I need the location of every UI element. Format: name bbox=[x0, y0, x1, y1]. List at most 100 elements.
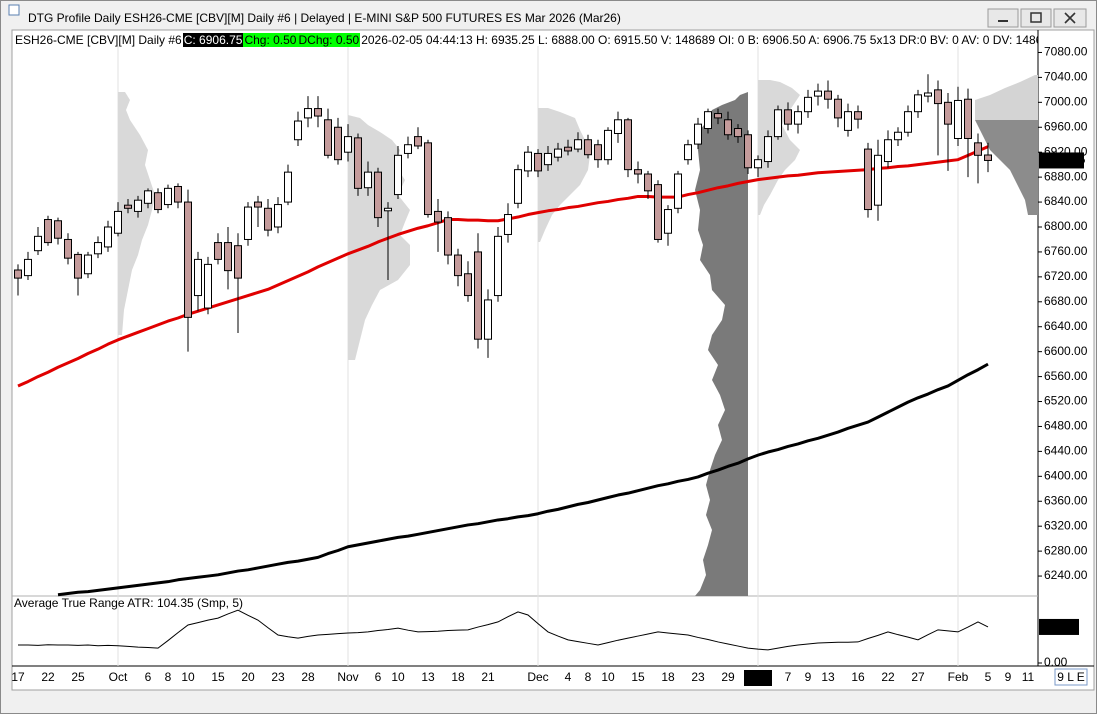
candle-body bbox=[414, 136, 422, 147]
candle-body bbox=[364, 171, 372, 189]
candle-body bbox=[384, 207, 392, 212]
candle-body bbox=[944, 101, 952, 125]
y-tick-label: 6600.00 bbox=[1044, 344, 1088, 358]
candle-body bbox=[164, 187, 172, 206]
candle-body bbox=[924, 92, 932, 97]
candle-body bbox=[844, 111, 852, 131]
candle-body bbox=[794, 111, 802, 125]
dchg-field: DChg: 0.50 bbox=[297, 33, 361, 47]
atr-title: Average True Range ATR: 104.35 (Smp, 5) bbox=[14, 596, 243, 610]
y-tick-label: 6360.00 bbox=[1044, 493, 1088, 507]
x-tick-label: 10 bbox=[601, 670, 615, 684]
y-tick-label: 6400.00 bbox=[1044, 468, 1088, 482]
candle-body bbox=[984, 154, 992, 161]
x-tick-label: 18 bbox=[451, 670, 465, 684]
x-tick-label: 29 bbox=[721, 670, 735, 684]
candle-body bbox=[234, 245, 242, 279]
y-tick-label: 6640.00 bbox=[1044, 319, 1088, 333]
x-tick-label: 6 bbox=[375, 670, 382, 684]
candle-body bbox=[574, 139, 582, 150]
last-price-box bbox=[1039, 152, 1084, 169]
candle-body bbox=[874, 154, 882, 206]
candle-body bbox=[534, 152, 542, 172]
close-icon bbox=[1064, 12, 1076, 24]
candle-body bbox=[294, 120, 302, 141]
candle-body bbox=[434, 210, 442, 223]
candle-body bbox=[634, 169, 642, 175]
x-tick-label: Dec bbox=[527, 670, 548, 684]
candle-body bbox=[594, 144, 602, 161]
candle-body bbox=[64, 238, 72, 259]
candle-body bbox=[784, 109, 792, 125]
candle-body bbox=[714, 113, 722, 119]
candle-body bbox=[704, 111, 712, 130]
candle-body bbox=[694, 123, 702, 145]
candle-body bbox=[174, 185, 182, 203]
y-tick-label: 6560.00 bbox=[1044, 369, 1088, 383]
candle-body bbox=[744, 134, 752, 169]
candle-body bbox=[74, 253, 82, 279]
x-tick-label: Nov bbox=[337, 670, 358, 684]
candle-body bbox=[34, 235, 42, 252]
maximize-button[interactable] bbox=[1020, 8, 1052, 28]
candle-body bbox=[324, 119, 332, 156]
atr-line bbox=[18, 609, 989, 651]
candle-body bbox=[44, 219, 52, 244]
minimize-button[interactable] bbox=[987, 8, 1019, 28]
header-bar: ESH26-CME [CBV][M] Daily #6 C: 6906.75 Chg… bbox=[14, 32, 1038, 48]
maximize-icon bbox=[1030, 12, 1042, 23]
candle-body bbox=[544, 152, 552, 166]
candle-body bbox=[814, 90, 822, 97]
candle-body bbox=[564, 146, 572, 152]
x-tick-label: 13 bbox=[421, 670, 435, 684]
volume-profile bbox=[695, 92, 748, 596]
y-tick-label: 6800.00 bbox=[1044, 219, 1088, 233]
y-tick-label: 7080.00 bbox=[1044, 45, 1088, 59]
x-tick-label: 23 bbox=[691, 670, 705, 684]
volume-profile bbox=[975, 120, 1038, 215]
candle-body bbox=[274, 204, 282, 228]
atr-last-label: 104.35 bbox=[1042, 619, 1079, 633]
x-tick-label: Feb bbox=[948, 670, 969, 684]
candle-body bbox=[424, 142, 432, 216]
candle-body bbox=[304, 108, 312, 119]
volume-profile bbox=[118, 92, 155, 335]
scale-button[interactable]: 9 L E bbox=[1057, 670, 1085, 684]
close-field: C: 6906.75 bbox=[182, 33, 244, 47]
candle-body bbox=[214, 242, 222, 260]
candle-body bbox=[624, 119, 632, 171]
window-buttons[interactable] bbox=[987, 8, 1087, 28]
candle-body bbox=[824, 90, 832, 100]
x-tick-label: 5 bbox=[985, 670, 992, 684]
candle-body bbox=[404, 144, 412, 154]
scale-button-box[interactable] bbox=[1054, 668, 1088, 686]
x-tick-label: 22 bbox=[881, 670, 895, 684]
candle-body bbox=[764, 136, 772, 163]
candle-body bbox=[904, 111, 912, 133]
candle-body bbox=[954, 99, 962, 139]
candle-body bbox=[114, 210, 122, 234]
quote-info: 2026-02-05 04:44:13 H: 6935.25 L: 6888.0… bbox=[361, 33, 1038, 47]
candle-body bbox=[614, 119, 622, 134]
candle-body bbox=[254, 201, 262, 208]
candle-body bbox=[864, 148, 872, 211]
candle-body bbox=[84, 254, 92, 275]
candle-body bbox=[504, 214, 512, 235]
candle-body bbox=[14, 269, 22, 279]
candle-body bbox=[24, 258, 32, 277]
candle-body bbox=[334, 126, 342, 161]
x-tick-label: 10 bbox=[181, 670, 195, 684]
candle-body bbox=[734, 128, 742, 138]
last-price-label: 6906.75 bbox=[1042, 153, 1086, 167]
x-tick-label: 15 bbox=[211, 670, 225, 684]
candle-body bbox=[94, 242, 102, 255]
x-tick-label: 27 bbox=[911, 670, 925, 684]
candle-body bbox=[104, 226, 112, 248]
x-tick-label: 15 bbox=[631, 670, 645, 684]
y-tick-label: 6840.00 bbox=[1044, 194, 1088, 208]
atr-last-box bbox=[1039, 618, 1079, 635]
candle-body bbox=[964, 98, 972, 139]
window-title: DTG Profile Daily ESH26-CME [CBV][M] Dai… bbox=[28, 11, 621, 25]
x-tick-label: Oct bbox=[109, 670, 128, 684]
candle-body bbox=[494, 235, 502, 297]
